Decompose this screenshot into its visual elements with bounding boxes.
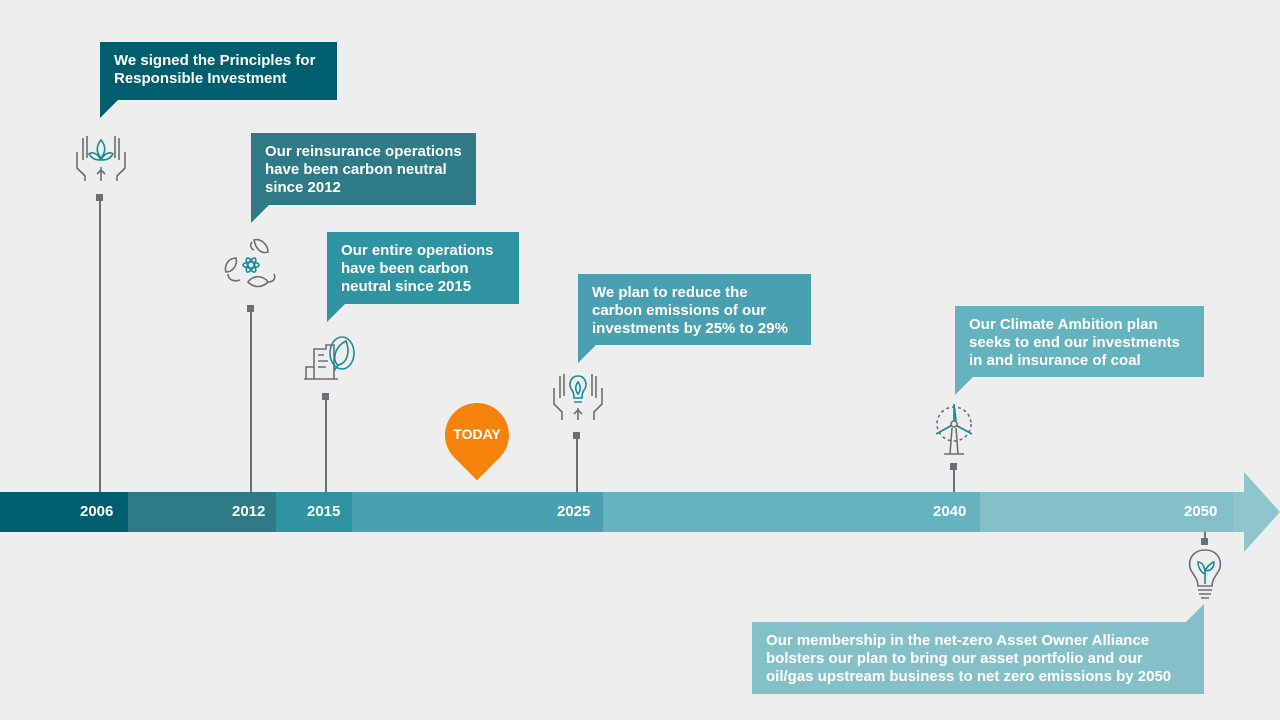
today-label: TODAY — [453, 426, 501, 442]
callout-tail-2040 — [955, 377, 973, 395]
hands-bulb-icon — [553, 374, 603, 420]
segment-2006 — [0, 492, 128, 532]
year-label-2050: 2050 — [1184, 503, 1218, 520]
segment-2015 — [276, 492, 352, 532]
marker-2040 — [950, 463, 957, 470]
segment-2025 — [352, 492, 603, 532]
year-label-2040: 2040 — [933, 503, 967, 520]
stem-2040 — [953, 466, 955, 492]
callout-2012: Our reinsurance operations have been car… — [251, 133, 476, 205]
callout-tail-2006 — [100, 100, 118, 118]
marker-2006 — [96, 194, 103, 201]
callout-tail-2050 — [1186, 604, 1204, 622]
marker-2015 — [322, 393, 329, 400]
callout-tail-2025 — [578, 345, 596, 363]
stem-2025 — [576, 435, 578, 492]
bulb-plant-icon — [1188, 549, 1222, 599]
callout-2006: We signed the Principles for Responsible… — [100, 42, 337, 100]
stem-2050 — [1204, 532, 1206, 542]
callout-tail-2015 — [327, 304, 345, 322]
timeline-arrowhead — [1233, 472, 1280, 552]
year-label-2006: 2006 — [80, 503, 114, 520]
year-label-2015: 2015 — [307, 503, 341, 520]
building-leaf-icon — [304, 336, 355, 380]
stem-2006 — [99, 197, 101, 492]
year-label-2012: 2012 — [232, 503, 266, 520]
callout-2050: Our membership in the net-zero Asset Own… — [752, 622, 1204, 694]
marker-2050 — [1201, 538, 1208, 545]
year-label-2025: 2025 — [557, 503, 591, 520]
marker-2025 — [573, 432, 580, 439]
stem-2015 — [325, 396, 327, 492]
wind-turbine-icon — [935, 403, 973, 455]
segment-2040 — [603, 492, 980, 532]
callout-tail-2012 — [251, 205, 269, 223]
callout-2040: Our Climate Ambition plan seeks to end o… — [955, 306, 1204, 377]
stem-2012 — [250, 308, 252, 492]
segment-2012 — [128, 492, 276, 532]
callout-2025: We plan to reduce the carbon emissions o… — [578, 274, 811, 345]
segment-2050 — [980, 492, 1233, 532]
hands-plant-icon — [76, 136, 126, 181]
callout-2015: Our entire operations have been carbon n… — [327, 232, 519, 304]
marker-2012 — [247, 305, 254, 312]
recycle-leaves-icon — [224, 238, 276, 288]
